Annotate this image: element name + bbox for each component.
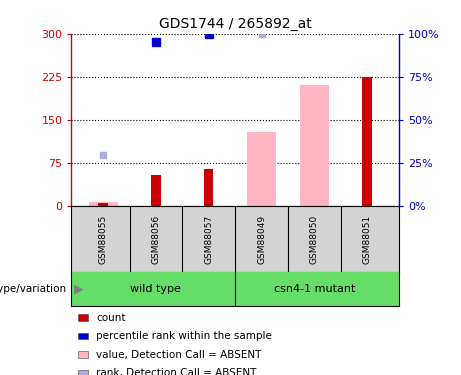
Bar [78,314,89,321]
Text: rank, Detection Call = ABSENT: rank, Detection Call = ABSENT [96,368,256,375]
Text: wild type: wild type [130,284,181,294]
Text: percentile rank within the sample: percentile rank within the sample [96,331,272,341]
Text: count: count [96,313,125,322]
Bar [78,370,89,375]
Text: GSM88051: GSM88051 [363,214,372,264]
Bar [78,333,89,339]
Bar [78,351,89,358]
Text: GSM88049: GSM88049 [257,214,266,264]
Bar [89,202,118,206]
Text: genotype/variation: genotype/variation [0,284,67,294]
Bar [98,203,108,206]
Bar [300,86,329,206]
Text: csn4-1 mutant: csn4-1 mutant [274,284,355,294]
Title: GDS1744 / 265892_at: GDS1744 / 265892_at [159,17,312,32]
Text: GSM88057: GSM88057 [204,214,213,264]
Text: GSM88056: GSM88056 [151,214,160,264]
Text: ▶: ▶ [74,282,83,295]
Bar [151,175,161,206]
Text: GSM88050: GSM88050 [310,214,319,264]
Bar [247,132,276,206]
Bar [204,169,213,206]
Bar [362,77,372,206]
Text: GSM88055: GSM88055 [99,214,107,264]
Text: value, Detection Call = ABSENT: value, Detection Call = ABSENT [96,350,261,360]
